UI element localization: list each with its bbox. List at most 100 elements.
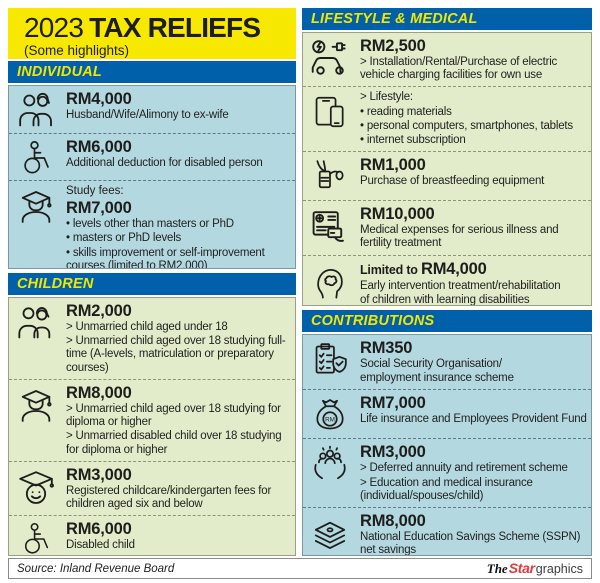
relief-text: RM6,000 Disabled child	[66, 520, 291, 552]
logo-graphics: graphics	[535, 562, 583, 576]
relief-text: RM10,000 Medical expenses for serious il…	[360, 205, 587, 250]
relief-text: RM2,000 > Unmarried child aged under 18 …	[66, 302, 291, 375]
relief-desc: > Lifestyle:	[360, 91, 413, 104]
relief-item-study-fees: Study fees: RM7,000 • levels other than …	[9, 181, 295, 270]
relief-amount: RM2,000	[66, 302, 132, 321]
relief-text: RM8,000 National Education Savings Schem…	[360, 512, 587, 556]
section-contributions: RM350 Social Security Organisation/ empl…	[302, 334, 592, 556]
right-column: LIFESTYLE & MEDICAL R	[302, 8, 592, 556]
relief-text: RM2,500 > Installation/Rental/Purchase o…	[360, 37, 587, 82]
breast-pump-icon	[305, 156, 355, 196]
relief-amount: RM1,000	[360, 156, 426, 175]
title-main: TAX RELIEFS	[89, 12, 261, 43]
section-header-lifestyle-medical: LIFESTYLE & MEDICAL	[302, 8, 592, 30]
relief-amount: RM3,000	[66, 465, 132, 484]
relief-text: > Lifestyle: • reading materials • perso…	[360, 91, 587, 147]
children-icon	[11, 302, 61, 341]
page-title: 2023 TAX RELIEFS	[24, 13, 286, 43]
relief-item-ev-charging: RM2,500 > Installation/Rental/Purchase o…	[303, 33, 591, 88]
relief-amount: RM2,500	[360, 37, 426, 55]
relief-item-annuity-insurance: RM3,000 > Deferred annuity and retiremen…	[303, 439, 591, 509]
relief-item-life-insurance-epf: RM RM7,000 Life insurance and Employees …	[303, 390, 591, 440]
relief-desc: • reading materials	[360, 105, 452, 118]
relief-item-child-diploma: RM8,000 > Unmarried child aged over 18 s…	[9, 380, 295, 462]
relief-pre-label: Study fees:	[66, 185, 124, 198]
title-block: 2023 TAX RELIEFS (Some highlights)	[8, 8, 296, 60]
couple-icon	[11, 90, 61, 129]
relief-text: RM1,000 Purchase of breastfeeding equipm…	[360, 156, 587, 188]
relief-amount: RM8,000	[360, 512, 426, 531]
relief-desc: > Unmarried child aged over 18 studying …	[66, 402, 281, 429]
relief-text: RM3,000 Registered childcare/kindergarte…	[66, 466, 291, 511]
left-column: 2023 TAX RELIEFS (Some highlights) INDIVI…	[8, 8, 296, 556]
relief-amount-value: RM4,000	[421, 259, 487, 278]
publisher-logo: The Star graphics	[487, 560, 583, 577]
relief-desc: Purchase of breastfeeding equipment	[360, 175, 545, 188]
relief-item-medical-expenses: RM10,000 Medical expenses for serious il…	[303, 201, 591, 256]
svg-text:RM: RM	[325, 417, 335, 424]
relief-desc: > Unmarried disabled child over 18 study…	[66, 430, 282, 456]
relief-desc: > Installation/Rental/Purchase of electr…	[360, 56, 558, 82]
logo-the: The	[486, 561, 508, 576]
relief-desc: National Education Savings Scheme (SSPN)…	[360, 531, 581, 556]
section-individual: RM4,000 Husband/Wife/Alimony to ex-wife	[8, 85, 296, 270]
relief-amount: RM4,000	[66, 90, 132, 109]
money-bag-icon: RM	[305, 394, 355, 434]
relief-desc: > Unmarried child aged under 18	[66, 321, 228, 334]
relief-item-breastfeeding: RM1,000 Purchase of breastfeeding equipm…	[303, 152, 591, 202]
ev-charging-icon	[305, 37, 355, 77]
devices-icon	[305, 91, 355, 131]
brain-icon	[305, 260, 355, 300]
relief-item-child-under-18: RM2,000 > Unmarried child aged under 18 …	[9, 298, 295, 380]
relief-item-sspn: RM8,000 National Education Savings Schem…	[303, 508, 591, 556]
section-header-contributions: CONTRIBUTIONS	[302, 310, 592, 332]
logo-star: Star	[508, 560, 535, 576]
relief-text: Limited to RM4,000 Early intervention tr…	[360, 259, 587, 306]
relief-desc: Early intervention treatment/rehabilitat…	[360, 279, 561, 292]
relief-desc: • skills improvement or self-improvement…	[66, 246, 265, 270]
columns: 2023 TAX RELIEFS (Some highlights) INDIVI…	[8, 8, 592, 556]
relief-item-disabled-child: RM6,000 Disabled child	[9, 516, 295, 555]
relief-amount-prefix: Limited to	[360, 262, 421, 277]
wheelchair-icon	[11, 520, 61, 555]
hands-people-icon	[305, 443, 355, 483]
medical-bill-icon	[305, 205, 355, 245]
relief-amount: RM3,000	[360, 443, 426, 462]
relief-desc: Disabled child	[66, 539, 135, 552]
relief-amount: RM7,000	[360, 394, 426, 413]
relief-text: RM6,000 Additional deduction for disable…	[66, 138, 291, 170]
relief-desc: Social Security Organisation/	[360, 358, 502, 370]
relief-desc: • levels other than masters or PhD	[66, 218, 234, 231]
relief-item-spouse: RM4,000 Husband/Wife/Alimony to ex-wife	[9, 86, 295, 135]
relief-text: Study fees: RM7,000 • levels other than …	[66, 185, 291, 270]
clipboard-shield-icon	[305, 339, 355, 379]
relief-desc: > Deferred annuity and retirement scheme	[360, 462, 568, 475]
section-children: RM2,000 > Unmarried child aged under 18 …	[8, 297, 296, 556]
relief-amount: RM6,000	[66, 138, 132, 157]
relief-desc: Life insurance and Employees Provident F…	[360, 413, 587, 426]
relief-desc: > Education and medical insurance (indiv…	[360, 476, 533, 502]
relief-desc: of children with learning disabilities	[360, 293, 530, 306]
relief-text: RM350 Social Security Organisation/ empl…	[360, 339, 587, 385]
relief-amount: RM350	[360, 339, 413, 357]
relief-desc: Husband/Wife/Alimony to ex-wife	[66, 109, 229, 122]
graduate-icon	[11, 185, 61, 227]
section-header-individual: INDIVIDUAL	[8, 61, 296, 84]
relief-item-childcare: RM3,000 Registered childcare/kindergarte…	[9, 462, 295, 517]
relief-desc: • personal computers, smartphones, table…	[360, 119, 573, 132]
relief-amount: RM6,000	[66, 520, 132, 539]
relief-text: RM4,000 Husband/Wife/Alimony to ex-wife	[66, 90, 291, 122]
relief-desc: employment insurance scheme	[360, 372, 514, 385]
banknotes-icon	[305, 512, 355, 552]
section-header-children: CHILDREN	[8, 273, 296, 296]
relief-desc: • masters or PhD levels	[66, 232, 182, 245]
relief-desc: Additional deduction for disabled person	[66, 157, 263, 170]
relief-amount: RM10,000	[360, 205, 435, 224]
title-year: 2023	[24, 12, 84, 43]
relief-text: RM3,000 > Deferred annuity and retiremen…	[360, 443, 587, 503]
childcare-icon	[11, 466, 61, 508]
relief-text: RM8,000 > Unmarried child aged over 18 s…	[66, 384, 291, 457]
relief-item-early-intervention: Limited to RM4,000 Early intervention tr…	[303, 256, 591, 306]
relief-desc: > Unmarried child aged over 18 studying …	[66, 335, 286, 374]
